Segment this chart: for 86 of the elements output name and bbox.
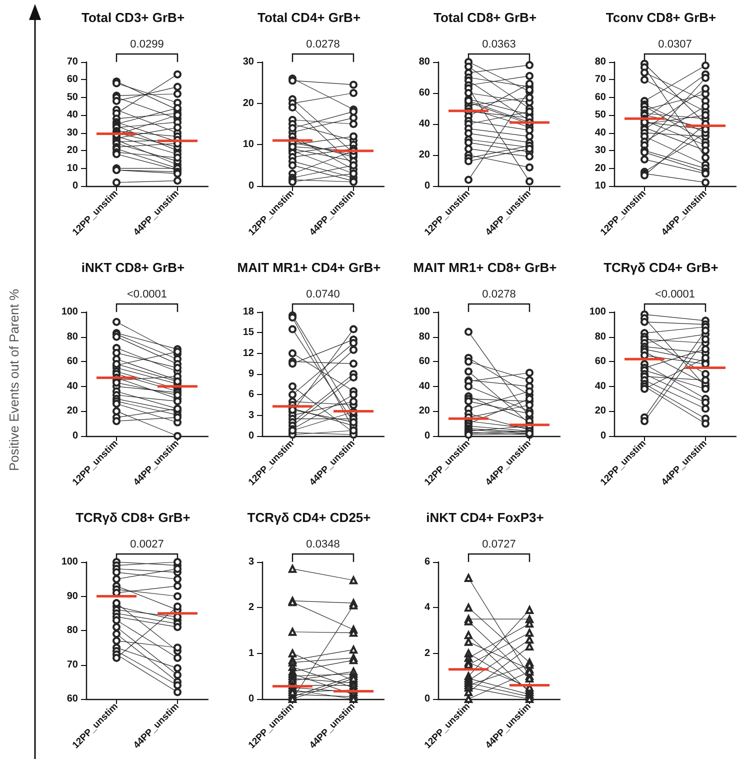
chart-title: MAIT MR1+ CD8+ GrB+: [413, 260, 558, 275]
y-tick-label: 80: [418, 56, 430, 68]
y-tick-label: 18: [242, 306, 254, 318]
y-tick-label: 40: [66, 380, 78, 392]
chart-title: iNKT CD8+ GrB+: [81, 260, 186, 275]
y-tick-label: 40: [418, 118, 430, 130]
y-tick-label: 10: [66, 162, 78, 174]
y-tick-label: 60: [66, 694, 78, 704]
y-tick-label: 30: [594, 145, 606, 156]
y-tick-label: 80: [418, 331, 430, 342]
text: 0.0278: [482, 288, 516, 300]
y-tick-label: 100: [413, 306, 430, 318]
y-tick-label: 2: [248, 602, 254, 614]
text: 0.0307: [658, 38, 692, 50]
y-tick-label: 4: [424, 602, 430, 614]
y-tick-label: 100: [61, 306, 78, 318]
y-tick-label: 60: [594, 92, 606, 103]
y-tick-label: 40: [66, 110, 78, 121]
y-tick-label: 20: [66, 145, 78, 156]
chart-title: iNKT CD4+ FoxP3+: [426, 510, 544, 525]
y-tick-label: 90: [66, 590, 78, 602]
y-tick-label: 80: [594, 56, 606, 68]
y-tick-label: 3: [248, 556, 254, 568]
y-tick-label: 20: [418, 150, 430, 160]
y-tick-label: 0: [600, 430, 606, 442]
y-tick-label: 0: [72, 430, 78, 442]
y-tick-label: 20: [66, 406, 78, 417]
y-tick-label: 30: [66, 127, 78, 138]
chart-title: TCRγδ CD8+ GrB+: [76, 510, 191, 525]
chart-title: TCRγδ CD4+ CD25+: [247, 510, 372, 525]
text: 0.0740: [306, 288, 340, 300]
y-tick-label: 20: [418, 406, 430, 417]
y-tick-label: 1: [248, 648, 254, 659]
y-axis-title: Positive Events out of Parent %: [6, 288, 22, 472]
text: 0.0278: [306, 38, 340, 50]
text: <0.0001: [126, 288, 168, 300]
y-tick-label: 20: [594, 162, 606, 174]
text: 0.0299: [130, 38, 164, 50]
y-tick-label: 80: [594, 331, 606, 342]
y-tick-label: 60: [418, 88, 430, 98]
y-tick-label: 30: [242, 56, 254, 68]
text: 0.0727: [482, 538, 516, 550]
y-tick-label: 0: [248, 430, 254, 442]
y-tick-label: 50: [66, 92, 78, 103]
chart-title: TCRγδ CD4+ GrB+: [604, 260, 719, 275]
y-tick-label: 2: [424, 648, 430, 659]
y-tick-label: 15: [242, 327, 254, 338]
y-tick-label: 10: [594, 180, 606, 192]
y-tick-label: 50: [594, 110, 606, 121]
y-tick-label: 70: [66, 659, 78, 670]
y-tick-label: 100: [61, 556, 78, 568]
chart-title: Tconv CD8+ GrB+: [606, 10, 717, 25]
chart-title: MAIT MR1+ CD4+ GrB+: [237, 260, 382, 275]
y-tick-label: 70: [66, 56, 78, 68]
y-tick-label: 0: [248, 694, 254, 704]
y-tick-label: 6: [424, 556, 430, 568]
y-tick-label: 0: [424, 180, 430, 192]
y-tick-label: 0: [424, 694, 430, 704]
y-tick-label: 40: [418, 380, 430, 392]
y-tick-label: 0: [248, 180, 254, 192]
text: 0.0363: [482, 38, 516, 50]
y-tick-label: 20: [242, 98, 254, 109]
y-tick-label: 12: [242, 348, 254, 359]
text: <0.0001: [654, 288, 696, 300]
y-tick-label: 0: [72, 180, 78, 192]
y-tick-label: 40: [594, 380, 606, 392]
y-tick-label: 6: [248, 389, 254, 400]
y-tick-label: 3: [248, 410, 254, 421]
text: 0.0027: [130, 538, 164, 550]
y-tick-label: 70: [594, 74, 606, 86]
y-tick-label: 40: [594, 127, 606, 138]
y-tick-label: 80: [66, 625, 78, 636]
y-tick-label: 100: [589, 306, 606, 318]
chart-title: Total CD3+ GrB+: [81, 10, 185, 25]
y-tick-label: 0: [424, 430, 430, 442]
y-tick-label: 20: [594, 406, 606, 417]
y-tick-label: 10: [242, 139, 254, 150]
y-tick-label: 60: [418, 356, 430, 368]
y-tick-label: 60: [66, 356, 78, 368]
chart-title: Total CD4+ GrB+: [257, 10, 361, 25]
text: 0.0348: [306, 538, 340, 550]
y-tick-label: 60: [594, 356, 606, 368]
y-tick-label: 60: [66, 74, 78, 86]
chart-title: Total CD8+ GrB+: [433, 10, 537, 25]
y-tick-label: 80: [66, 331, 78, 342]
y-tick-label: 9: [248, 368, 254, 380]
